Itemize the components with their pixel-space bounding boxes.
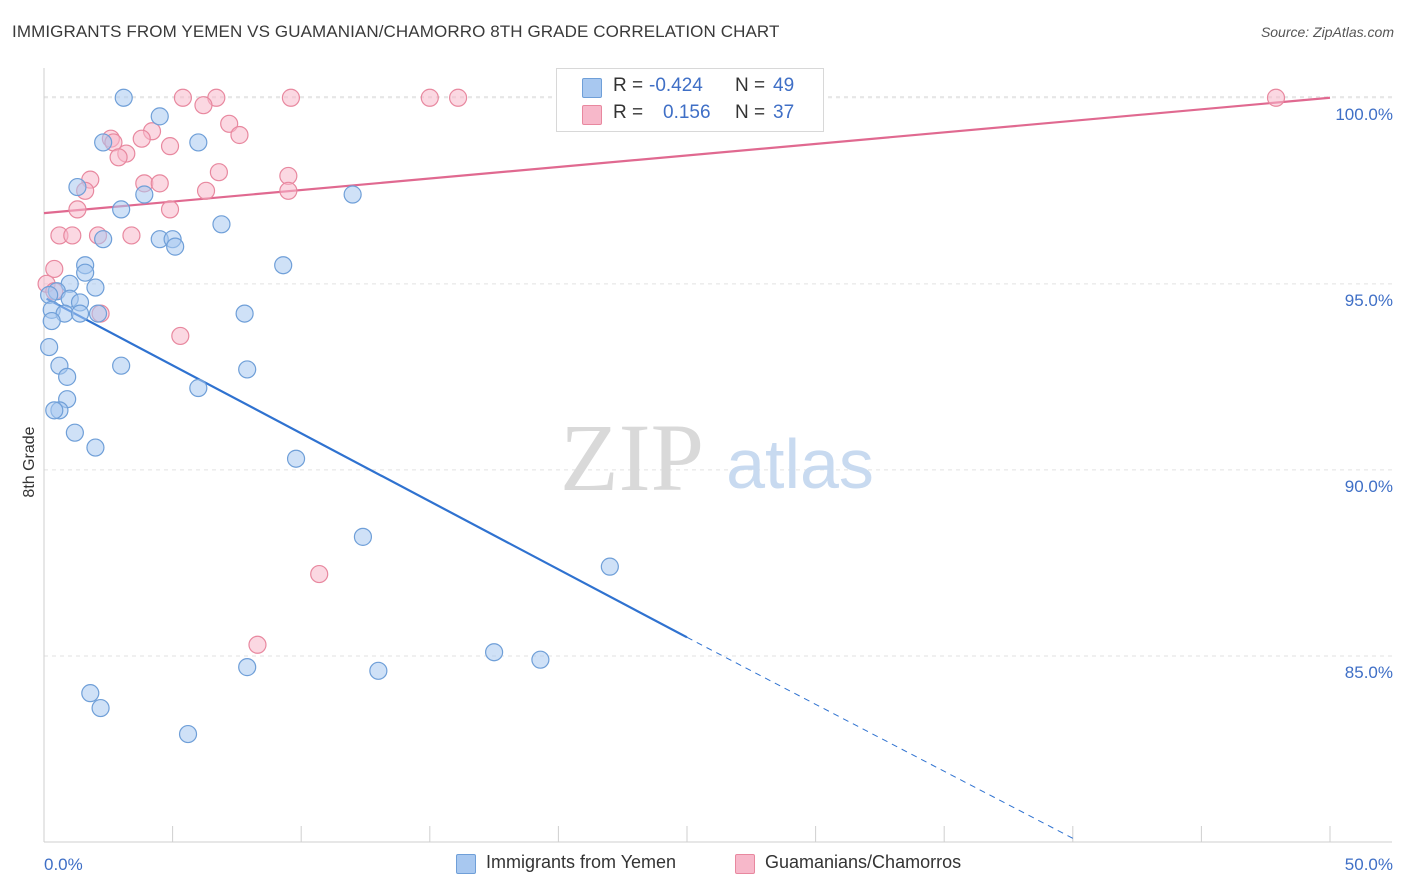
point-yemen [369,661,388,680]
watermark-zip: ZIP [560,404,704,511]
trend-line-guamanian [43,96,1331,215]
point-yemen [238,360,257,379]
point-yemen [600,557,619,576]
point-yemen [238,658,257,677]
bottom-legend-swatch-yemen [456,854,476,874]
point-guamanian [150,174,169,193]
point-yemen [58,367,77,386]
point-yemen [68,177,87,197]
point-yemen [114,88,133,107]
legend-n-label: N = [735,75,766,96]
correlation-legend: R = -0.424 N = 49 R = 0.156 N = 37 [556,68,824,132]
point-guamanian [171,326,190,346]
bottom-legend-swatch-guamanian [735,854,755,874]
data-points [37,88,1286,744]
point-guamanian [109,148,128,167]
point-guamanian [310,564,329,584]
point-yemen [189,378,208,398]
legend-r-label: R = [613,102,644,123]
point-yemen [485,643,504,662]
watermark-atlas: atlas [726,425,874,503]
point-guamanian [122,226,141,245]
point-guamanian [63,226,82,245]
y-tick-label: 95.0% [1345,291,1393,310]
point-yemen [150,107,169,126]
x-tick-label: 50.0% [1345,855,1393,874]
point-yemen [40,285,59,305]
x-tick-label: 0.0% [44,855,83,874]
point-guamanian [279,181,298,200]
point-yemen [94,230,113,249]
point-yemen [76,263,95,282]
point-yemen [166,237,185,256]
legend-n-label: N = [735,102,766,123]
legend-r-label: R = [613,75,644,96]
axes [43,68,1392,843]
y-tick-label: 85.0% [1345,663,1393,682]
point-yemen [212,215,231,234]
point-yemen [42,311,61,331]
point-guamanian [248,635,267,654]
point-yemen [94,133,113,152]
point-yemen [45,401,64,420]
trend-line-yemen [46,297,688,639]
bottom-legend-label-yemen: Immigrants from Yemen [486,852,677,872]
point-guamanian [173,88,192,107]
y-tick-label: 100.0% [1335,105,1393,124]
point-yemen [112,200,131,219]
legend-r-value: -0.424 [649,75,703,96]
watermark: ZIP atlas [560,404,874,511]
point-guamanian [196,181,216,200]
point-guamanian [281,88,301,107]
point-yemen [286,449,306,468]
y-tick-label: 90.0% [1345,477,1393,496]
source-label: Source: ZipAtlas.com [1260,24,1394,40]
point-yemen [81,684,100,703]
point-guamanian [160,137,180,156]
tick-labels: 85.0% 90.0% 95.0% 100.0% 0.0% 50.0% [44,105,1393,874]
point-yemen [65,423,84,442]
legend-swatch-yemen [582,78,602,98]
point-yemen [235,304,254,323]
point-yemen [88,304,108,323]
legend-swatch-guamanian [582,105,602,125]
point-guamanian [68,200,87,219]
legend-r-value: 0.156 [663,102,711,123]
point-yemen [91,698,110,718]
point-yemen [40,337,59,357]
point-guamanian [209,163,228,182]
point-yemen [189,133,208,152]
point-yemen [353,527,373,546]
y-axis-title: 8th Grade [21,426,38,497]
point-guamanian [220,114,239,133]
point-yemen [531,650,550,669]
bottom-legend-label-guamanian: Guamanians/Chamorros [765,852,962,872]
point-guamanian [420,88,439,107]
point-yemen [274,256,293,275]
point-guamanian [194,96,213,115]
point-guamanian [230,125,249,145]
legend-n-value: 49 [773,75,795,96]
chart-title: IMMIGRANTS FROM YEMEN VS GUAMANIAN/CHAMO… [12,22,780,41]
point-yemen [86,438,105,457]
point-yemen [135,185,154,204]
legend-n-value: 37 [773,102,795,123]
point-guamanian [448,88,468,107]
point-yemen [112,356,131,375]
point-yemen [86,278,105,297]
trend-lines [43,96,1331,839]
point-guamanian [160,200,180,219]
point-yemen [70,304,90,323]
point-guamanian [1266,88,1286,107]
point-yemen [343,185,362,204]
point-guamanian [132,129,151,148]
point-yemen [178,724,198,744]
point-guamanian [45,259,64,279]
trend-line-yemen-extrapolated [686,636,1074,839]
